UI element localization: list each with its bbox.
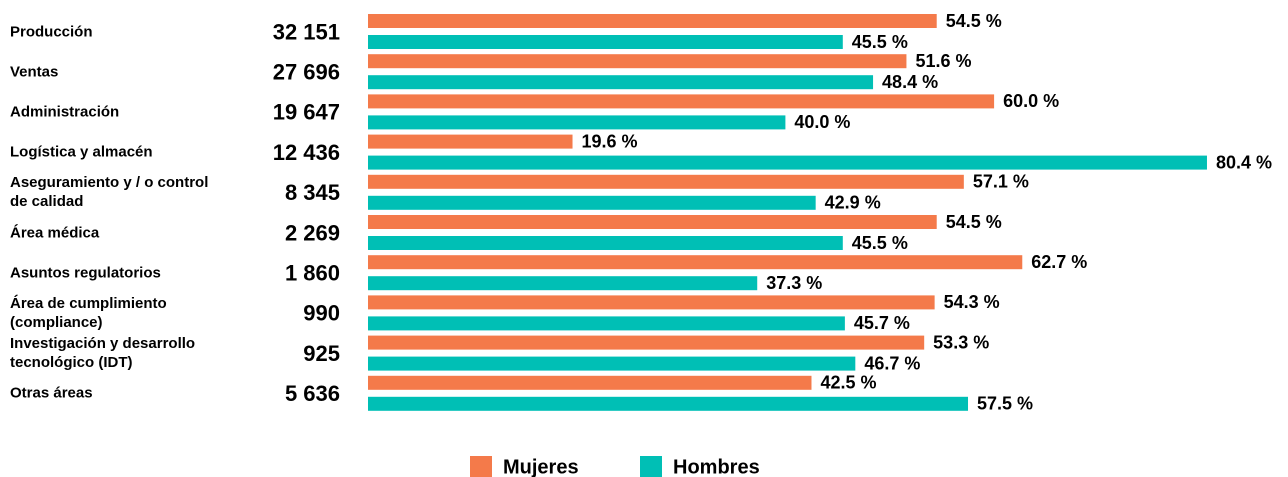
bar bbox=[368, 276, 758, 291]
total-label: 12 436 bbox=[273, 140, 340, 165]
value-label: 40.0 % bbox=[794, 112, 850, 132]
bar bbox=[368, 174, 964, 189]
total-label: 5 636 bbox=[285, 381, 340, 406]
value-label: 42.5 % bbox=[820, 373, 876, 393]
value-label: 62.7 % bbox=[1031, 252, 1087, 272]
bar bbox=[368, 14, 937, 28]
bar bbox=[368, 35, 843, 49]
value-label: 45.7 % bbox=[854, 313, 910, 333]
total-label: 19 647 bbox=[273, 100, 340, 125]
legend-swatch bbox=[470, 456, 492, 477]
category-label: Ventas bbox=[10, 63, 59, 81]
bar bbox=[368, 335, 925, 350]
category-label: Aseguramiento y / o control de calidad bbox=[10, 174, 209, 211]
bar bbox=[368, 94, 995, 109]
value-label: 54.5 % bbox=[946, 212, 1002, 232]
bar bbox=[368, 155, 1207, 170]
total-label: 925 bbox=[303, 341, 340, 366]
value-label: 45.5 % bbox=[852, 233, 908, 253]
bar bbox=[368, 236, 843, 250]
bar bbox=[368, 134, 573, 149]
total-label: 990 bbox=[303, 301, 340, 326]
bar bbox=[368, 396, 969, 411]
bar bbox=[368, 375, 812, 390]
bar bbox=[368, 195, 816, 210]
value-label: 48.4 % bbox=[882, 72, 938, 92]
value-label: 54.5 % bbox=[946, 11, 1002, 31]
value-label: 46.7 % bbox=[864, 353, 920, 373]
bar bbox=[368, 115, 786, 130]
bar bbox=[368, 54, 907, 69]
bar bbox=[368, 295, 935, 310]
value-label: 37.3 % bbox=[766, 273, 822, 293]
value-label: 42.9 % bbox=[825, 193, 881, 213]
value-label: 54.3 % bbox=[944, 292, 1000, 312]
category-label: Investigación y desarrollo tecnológico (… bbox=[10, 335, 196, 372]
total-label: 1 860 bbox=[285, 261, 340, 286]
legend-label: Mujeres bbox=[503, 456, 579, 477]
bar bbox=[368, 215, 937, 229]
value-label: 53.3 % bbox=[933, 332, 989, 352]
total-label: 8 345 bbox=[285, 180, 340, 205]
bar bbox=[368, 316, 845, 331]
category-label: Asuntos regulatorios bbox=[10, 264, 161, 282]
value-label: 51.6 % bbox=[915, 51, 971, 71]
value-label: 57.5 % bbox=[977, 394, 1033, 414]
bar bbox=[368, 75, 874, 90]
value-label: 80.4 % bbox=[1216, 152, 1272, 172]
total-label: 2 269 bbox=[285, 220, 340, 245]
category-label: Administración bbox=[10, 103, 120, 121]
value-label: 60.0 % bbox=[1003, 91, 1059, 111]
bar bbox=[368, 255, 1023, 270]
category-label: Producción bbox=[10, 23, 93, 40]
category-label: Logística y almacén bbox=[10, 143, 153, 161]
legend-swatch bbox=[640, 456, 662, 477]
total-label: 27 696 bbox=[273, 60, 340, 85]
value-label: 19.6 % bbox=[582, 131, 638, 151]
total-label: 32 151 bbox=[273, 19, 340, 44]
legend-label: Hombres bbox=[673, 456, 760, 477]
bar bbox=[368, 356, 856, 371]
category-label: Área de cumplimiento (compliance) bbox=[10, 294, 167, 331]
value-label: 45.5 % bbox=[852, 32, 908, 52]
category-label: Área médica bbox=[10, 224, 100, 241]
category-label: Otras áreas bbox=[10, 384, 93, 402]
value-label: 57.1 % bbox=[973, 172, 1029, 192]
